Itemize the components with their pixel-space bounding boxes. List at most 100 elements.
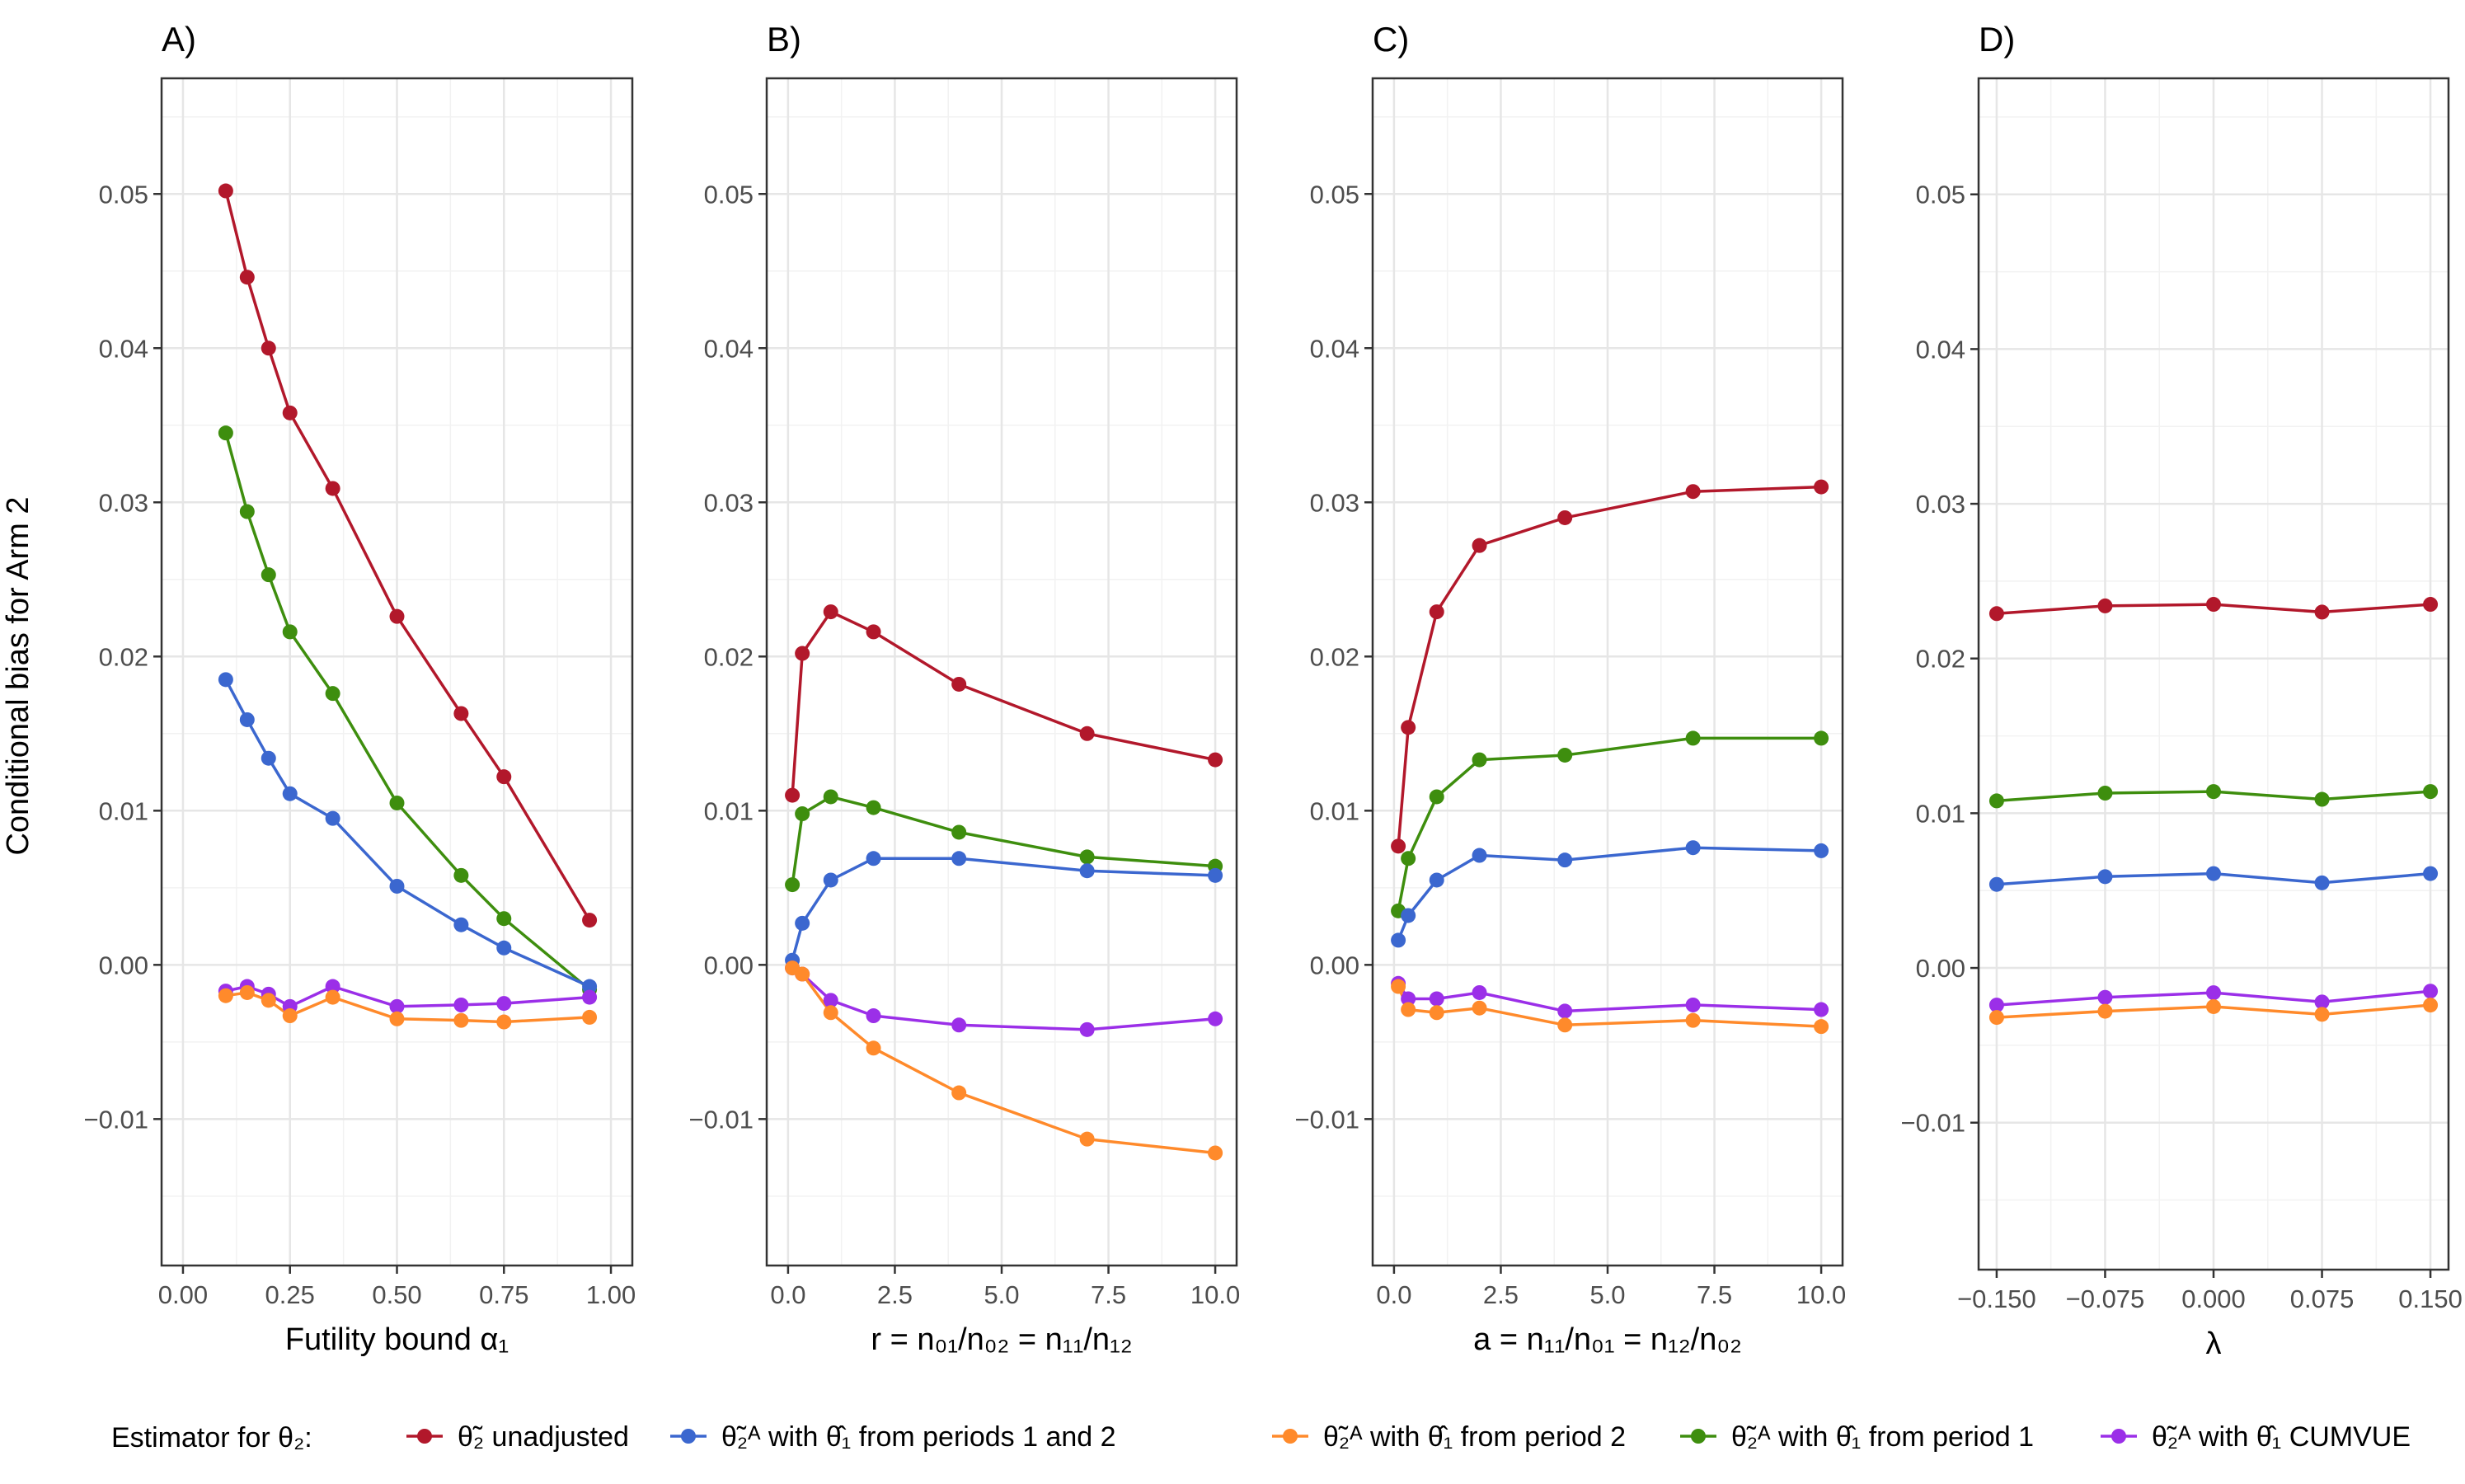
legend: Estimator for θ₂: θ̃₂ unadjusted θ̃₂ᴬ wit… — [111, 1421, 2411, 1453]
y-tick-label: 0.00 — [704, 951, 754, 979]
data-point-period2 — [261, 993, 276, 1008]
y-tick-label: 0.02 — [704, 642, 754, 671]
data-point-cumvue — [389, 998, 405, 1014]
data-point-cumvue — [453, 997, 469, 1012]
data-point-unadjusted — [785, 787, 801, 803]
data-point-period1 — [1429, 789, 1444, 805]
data-point-cumvue — [1988, 998, 2004, 1013]
legend-item-unadjusted: θ̃₂ unadjusted — [406, 1421, 629, 1453]
data-point-unadjusted — [261, 340, 276, 356]
data-point-unadjusted — [453, 706, 469, 721]
data-point-period1 — [795, 806, 810, 822]
data-point-period1 — [261, 567, 276, 583]
data-point-period1 — [823, 789, 838, 805]
x-tick-label: 0.00 — [158, 1280, 208, 1309]
y-tick-label: 0.04 — [1310, 334, 1359, 363]
data-point-period1 — [2423, 784, 2439, 800]
x-tick-label: 7.5 — [1091, 1280, 1126, 1309]
data-point-periods12 — [1988, 876, 2004, 892]
data-point-periods12 — [1814, 843, 1829, 858]
data-point-periods12 — [453, 917, 469, 932]
data-point-unadjusted — [496, 769, 512, 785]
data-point-cumvue — [496, 996, 512, 1012]
data-point-periods12 — [1429, 872, 1444, 888]
data-point-period1 — [2097, 786, 2113, 801]
data-point-periods12 — [239, 711, 255, 727]
data-point-unadjusted — [823, 604, 838, 620]
grid — [767, 78, 1237, 1266]
data-point-period1 — [496, 911, 512, 927]
x-tick-label: 2.5 — [877, 1280, 913, 1309]
data-point-unadjusted — [2097, 598, 2113, 613]
data-point-cumvue — [1429, 991, 1444, 1007]
data-point-period2 — [1391, 979, 1406, 994]
data-point-cumvue — [2206, 985, 2221, 1001]
series-group — [785, 604, 1223, 1161]
x-axis-title: Futility bound α₁ — [285, 1322, 509, 1357]
data-point-period1 — [453, 867, 469, 883]
y-tick-label: 0.01 — [99, 796, 148, 825]
x-tick-label: 0.000 — [2181, 1284, 2246, 1313]
data-point-unadjusted — [951, 676, 967, 692]
panel-3: −0.01 0.00 0.01 0.02 0.03 0.04 0.05 −0.150 −0.07… — [1901, 20, 2463, 1361]
data-point-period2 — [2097, 1003, 2113, 1019]
data-point-cumvue — [1685, 997, 1701, 1012]
data-point-cumvue — [1208, 1011, 1223, 1026]
data-point-period2 — [582, 1009, 598, 1025]
data-point-periods12 — [325, 810, 340, 826]
legend-label: θ̃₂ᴬ with θ̂₁ from period 2 — [1323, 1421, 1626, 1453]
x-axis-title: a = n₁₁/n₀₁ = n₁₂/n₀₂ — [1473, 1322, 1742, 1357]
data-point-cumvue — [2423, 984, 2439, 999]
y-tick-label: 0.04 — [99, 334, 148, 363]
data-point-cumvue — [1472, 984, 1487, 1000]
data-point-periods12 — [1557, 852, 1573, 868]
data-point-cumvue — [325, 979, 340, 994]
data-point-periods12 — [261, 750, 276, 766]
data-point-period1 — [1401, 851, 1416, 866]
data-point-cumvue — [823, 993, 838, 1008]
panel-0: −0.01 0.00 0.01 0.02 0.03 0.04 0.05 0.00 0.25 0.5… — [84, 20, 636, 1357]
data-point-period1 — [951, 824, 967, 840]
legend-item-periods12: θ̃₂ᴬ with θ̂₁ from periods 1 and 2 — [670, 1421, 1116, 1453]
data-point-unadjusted — [795, 646, 810, 661]
series-group — [1988, 597, 2439, 1026]
y-tick-label: 0.00 — [1916, 954, 1965, 983]
data-point-periods12 — [795, 915, 810, 931]
y-tick-label: 0.01 — [1310, 796, 1359, 825]
data-point-period2 — [795, 966, 810, 982]
y-tick-label: 0.03 — [1310, 488, 1359, 517]
legend-label: θ̃₂ᴬ with θ̂₁ CUMVUE — [2152, 1421, 2411, 1453]
data-point-cumvue — [2314, 994, 2330, 1010]
data-point-periods12 — [218, 672, 233, 688]
data-point-unadjusted — [1391, 838, 1406, 854]
legend-title: Estimator for θ₂: — [111, 1422, 312, 1453]
x-tick-label: −0.075 — [2066, 1284, 2145, 1313]
x-tick-label: 10.0 — [1190, 1280, 1240, 1309]
data-point-unadjusted — [218, 183, 233, 199]
data-point-unadjusted — [1685, 484, 1701, 500]
data-point-period2 — [2206, 998, 2221, 1014]
legend-key-point — [681, 1429, 696, 1444]
data-point-period2 — [1079, 1131, 1095, 1147]
data-point-periods12 — [951, 851, 967, 866]
data-point-periods12 — [389, 878, 405, 894]
y-tick-label: 0.02 — [99, 642, 148, 671]
panel-tag: B) — [767, 20, 801, 59]
data-point-cumvue — [1557, 1003, 1573, 1019]
legend-key-point — [2111, 1429, 2126, 1444]
y-tick-label: 0.00 — [1310, 951, 1359, 979]
data-point-period1 — [239, 504, 255, 519]
x-tick-label: 2.5 — [1483, 1280, 1519, 1309]
data-point-unadjusted — [1814, 479, 1829, 495]
x-tick-label: 0.50 — [372, 1280, 421, 1309]
data-point-periods12 — [2097, 869, 2113, 885]
data-point-period2 — [389, 1011, 405, 1026]
data-point-period2 — [453, 1012, 469, 1028]
data-point-unadjusted — [2314, 604, 2330, 620]
data-point-period1 — [1079, 849, 1095, 865]
data-point-unadjusted — [282, 405, 298, 420]
data-point-unadjusted — [2423, 597, 2439, 613]
panel-1: −0.01 0.00 0.01 0.02 0.03 0.04 0.05 0.0 2.5 5.0 7.… — [689, 20, 1241, 1357]
y-tick-label: 0.05 — [1310, 180, 1359, 209]
